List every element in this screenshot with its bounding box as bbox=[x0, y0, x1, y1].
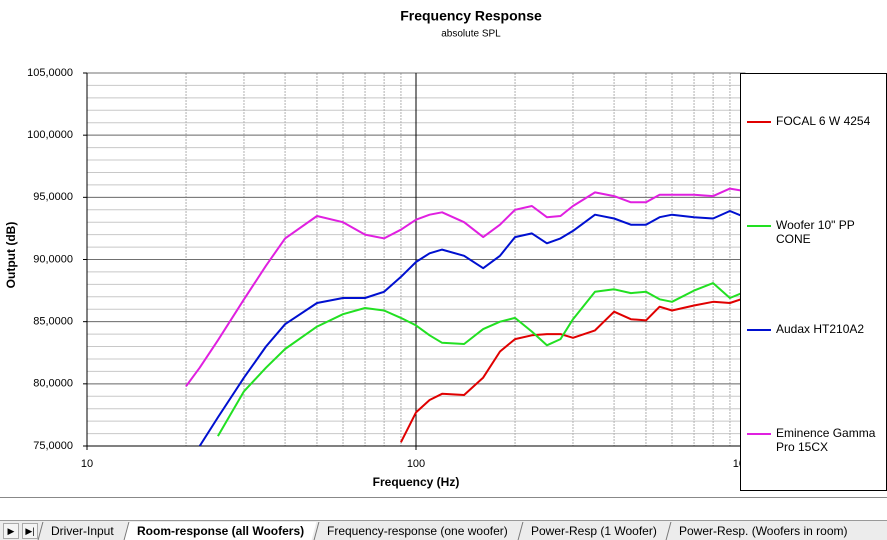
x-axis-title: Frequency (Hz) bbox=[373, 475, 460, 489]
sheet-tab[interactable]: Frequency-response (one woofer) bbox=[313, 522, 521, 540]
legend-label: Audax HT210A2 bbox=[776, 322, 865, 336]
y-tick-label: 100,0000 bbox=[27, 129, 73, 141]
legend-entry: Eminence Gamma Pro 15CX bbox=[747, 426, 885, 454]
chart-title: Frequency Response bbox=[400, 8, 542, 24]
sheet-tab-label: Driver-Input bbox=[51, 524, 114, 538]
tab-scroll-next[interactable]: ▶ bbox=[3, 523, 19, 539]
sheet-tab-label: Room-response (all Woofers) bbox=[136, 524, 304, 538]
series-line bbox=[185, 187, 745, 387]
grid bbox=[86, 72, 746, 447]
series-line bbox=[217, 282, 745, 437]
sheet-tab[interactable]: Power-Resp (1 Woofer) bbox=[517, 522, 669, 540]
sheet-tab-label: Frequency-response (one woofer) bbox=[326, 524, 508, 538]
chart-subtitle: absolute SPL bbox=[441, 29, 501, 40]
series-line bbox=[400, 297, 745, 443]
legend-swatch bbox=[747, 433, 771, 435]
y-tick-label: 75,0000 bbox=[33, 440, 73, 452]
legend-entry: Audax HT210A2 bbox=[747, 322, 885, 336]
legend-label: FOCAL 6 W 4254 bbox=[776, 114, 871, 128]
legend-entry: Woofer 10" PP CONE bbox=[747, 218, 885, 246]
legend-swatch bbox=[747, 329, 771, 331]
tab-scroll-last[interactable]: ▶| bbox=[22, 523, 38, 539]
legend-label: Eminence Gamma Pro 15CX bbox=[776, 426, 876, 454]
series-line bbox=[198, 210, 745, 446]
legend: FOCAL 6 W 4254 Woofer 10" PP CONE Audax HT… bbox=[740, 73, 887, 491]
sheet-tab[interactable]: Driver-Input bbox=[37, 522, 127, 540]
sheet-tab-label: Power-Resp (1 Woofer) bbox=[530, 524, 657, 538]
separator bbox=[0, 497, 887, 498]
legend-entry: FOCAL 6 W 4254 bbox=[747, 114, 885, 128]
legend-label: Woofer 10" PP CONE bbox=[776, 218, 855, 246]
sheet-tab-label: Power-Resp. (Woofers in room) bbox=[679, 524, 848, 538]
sheet-tab[interactable]: Power-Resp. (Woofers in room) bbox=[666, 522, 861, 540]
x-tick-label: 100 bbox=[407, 458, 425, 470]
y-tick-label: 95,0000 bbox=[33, 191, 73, 203]
sheet-tabs: ▶ ▶| Driver-Input Room-response (all Woof… bbox=[0, 520, 887, 540]
chart: Frequency Response absolute SPL Frequenc… bbox=[4, 8, 757, 489]
sheet-tab[interactable]: Room-response (all Woofers) bbox=[123, 522, 317, 540]
y-tick-label: 105,0000 bbox=[27, 67, 73, 79]
legend-swatch bbox=[747, 121, 771, 123]
series-group bbox=[185, 187, 745, 446]
y-tick-label: 85,0000 bbox=[33, 316, 73, 328]
y-tick-label: 90,0000 bbox=[33, 253, 73, 265]
y-tick-label: 80,0000 bbox=[33, 378, 73, 390]
x-tick-label: 10 bbox=[81, 458, 93, 470]
y-axis-title: Output (dB) bbox=[4, 222, 18, 289]
legend-swatch bbox=[747, 225, 771, 227]
